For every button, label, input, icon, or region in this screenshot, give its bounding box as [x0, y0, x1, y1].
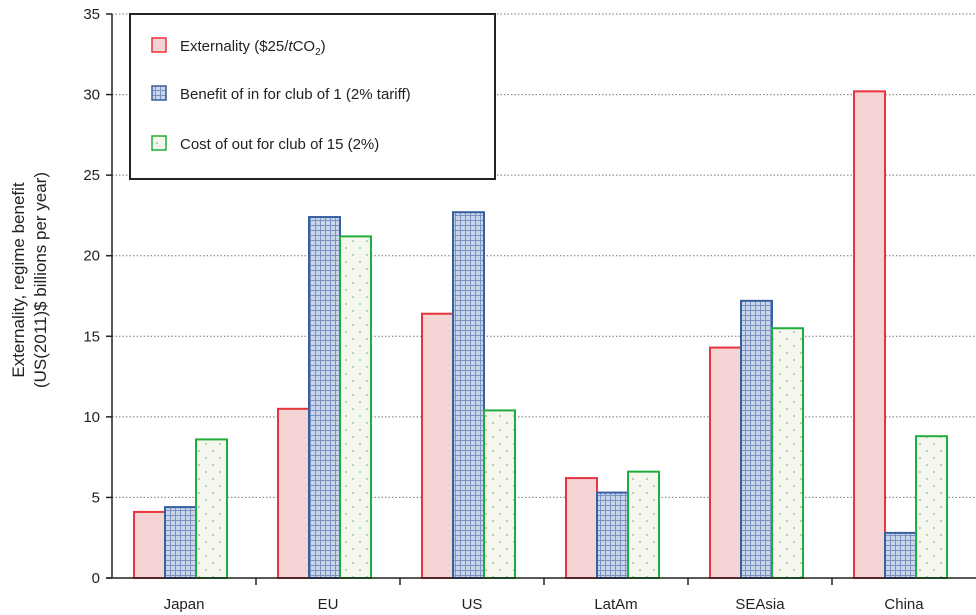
- y-tick-label: 10: [83, 409, 100, 426]
- x-tick-label-seasia: SEAsia: [735, 596, 785, 613]
- legend-label-externality: Externality ($25/tCO2): [180, 38, 326, 58]
- legend-swatch-cost: [151, 135, 167, 151]
- legend-swatch-externality: [151, 37, 167, 53]
- x-tick-label-latam: LatAm: [594, 596, 637, 613]
- bar-eu-series-0: [277, 407, 310, 579]
- bar-us-series-2: [483, 409, 516, 580]
- bar-latam-series-1: [596, 491, 629, 580]
- bar-us-series-1: [452, 211, 485, 579]
- bar-seasia-series-2: [771, 327, 804, 579]
- bar-eu-series-2: [339, 235, 372, 579]
- bar-eu-series-1: [308, 216, 341, 579]
- bar-latam-series-2: [627, 470, 660, 580]
- y-axis-title-line1: Externality, regime benefit: [9, 182, 28, 378]
- y-tick-label: 25: [83, 167, 100, 184]
- bar-japan-series-0: [133, 510, 166, 579]
- y-tick-label: 20: [83, 248, 100, 265]
- bar-us-series-0: [421, 312, 454, 579]
- y-tick-label: 30: [83, 87, 100, 104]
- axes: [106, 13, 976, 585]
- y-tick-label: 15: [83, 328, 100, 345]
- legend: Externality ($25/tCO2) Benefit of in for…: [129, 13, 496, 180]
- y-tick-label: 5: [92, 489, 100, 506]
- x-tick-label-china: China: [884, 596, 924, 613]
- bar-japan-series-1: [164, 506, 197, 579]
- x-tick-label-eu: EU: [318, 596, 339, 613]
- legend-label-cost: Cost of out for club of 15 (2%): [180, 136, 379, 153]
- bar-seasia-series-0: [709, 346, 742, 579]
- bars: [133, 90, 948, 580]
- legend-label-benefit: Benefit of in for club of 1 (2% tariff): [180, 86, 411, 103]
- x-tick-labels: Japan EU US LatAm SEAsia China: [164, 596, 925, 613]
- bar-china-series-1: [884, 531, 917, 580]
- bar-china-series-2: [915, 435, 948, 579]
- y-tick-label: 35: [83, 6, 100, 23]
- y-tick-labels: 0 5 10 15 20 25 30 35: [83, 6, 100, 587]
- bar-china-series-0: [853, 90, 886, 579]
- bar-seasia-series-1: [740, 299, 773, 579]
- x-tick-label-japan: Japan: [164, 596, 205, 613]
- y-tick-label: 0: [92, 570, 100, 587]
- legend-box: [129, 13, 496, 180]
- legend-swatch-benefit: [151, 85, 167, 101]
- y-axis-title-line2: (US(2011)$ billions per year): [31, 172, 50, 388]
- x-tick-label-us: US: [462, 596, 483, 613]
- bar-japan-series-2: [195, 438, 228, 579]
- bar-latam-series-0: [565, 477, 598, 579]
